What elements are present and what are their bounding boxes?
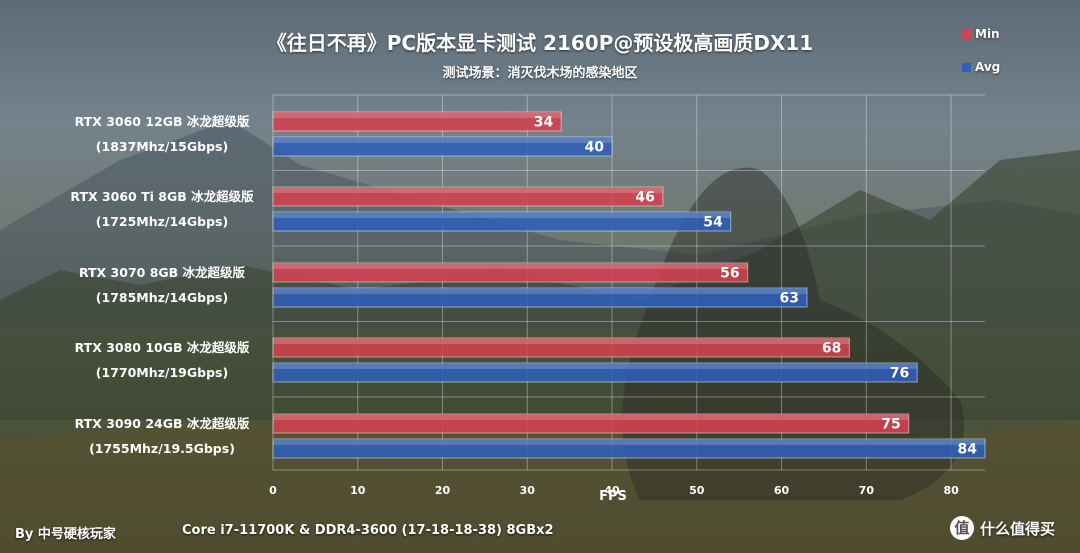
bar-avg bbox=[272, 136, 613, 157]
legend: Min Avg bbox=[962, 26, 1000, 92]
x-tick-label: 40 bbox=[604, 484, 620, 497]
bar-min-highlight bbox=[273, 188, 663, 193]
category-label-spec: (1770Mhz/19Gbps) bbox=[96, 365, 228, 380]
bar-min-value-label: 75 bbox=[881, 417, 900, 433]
chart-subtitle: 测试场景：消灭伐木场的感染地区 bbox=[442, 66, 638, 81]
category-labels: RTX 3060 12GB 冰龙超级版 (1837Mhz/15Gbps) RTX 3… bbox=[70, 114, 254, 456]
grid-lines bbox=[272, 94, 985, 471]
bar-avg-value-label: 76 bbox=[890, 366, 909, 382]
chart-title: 《往日不再》PC版本显卡测试 2160P@预设极高画质DX11 bbox=[266, 31, 814, 55]
x-tick-label: 50 bbox=[689, 484, 705, 497]
bar-min-highlight bbox=[273, 113, 562, 118]
bar-min-value-label: 68 bbox=[822, 341, 841, 357]
category-label-name: RTX 3060 12GB 冰龙超级版 bbox=[75, 114, 250, 129]
bar-min-value-label: 34 bbox=[534, 115, 554, 131]
legend-label-avg: Avg bbox=[975, 60, 1001, 74]
x-tick-label: 70 bbox=[859, 484, 875, 497]
bar-avg bbox=[272, 362, 918, 383]
bar-avg-highlight bbox=[273, 364, 918, 369]
bar-avg-value-label: 84 bbox=[958, 442, 978, 458]
bar-min-highlight bbox=[273, 264, 748, 269]
category-label-spec: (1725Mhz/14Gbps) bbox=[96, 214, 228, 229]
bar-min bbox=[272, 337, 850, 358]
author-credit: By 中号硬核玩家 bbox=[15, 527, 116, 542]
x-tick-label: 0 bbox=[269, 484, 277, 497]
bar-min bbox=[272, 413, 910, 434]
category-label-name: RTX 3080 10GB 冰龙超级版 bbox=[75, 340, 250, 355]
bar-avg-highlight bbox=[273, 440, 985, 445]
category-label-name: RTX 3090 24GB 冰龙超级版 bbox=[75, 416, 250, 431]
bars bbox=[272, 111, 986, 459]
category-label-name: RTX 3060 Ti 8GB 冰龙超级版 bbox=[70, 189, 254, 204]
bar-avg bbox=[272, 438, 986, 459]
bar-avg-value-label: 63 bbox=[780, 291, 799, 307]
category-label-spec: (1837Mhz/15Gbps) bbox=[96, 139, 228, 154]
bar-min-value-label: 46 bbox=[635, 190, 654, 206]
bar-min-highlight bbox=[273, 415, 909, 420]
legend-swatch-avg bbox=[962, 62, 971, 72]
category-label-spec: (1785Mhz/14Gbps) bbox=[96, 290, 228, 305]
bar-avg bbox=[272, 287, 808, 308]
x-tick-label: 20 bbox=[435, 484, 451, 497]
legend-item-min: Min bbox=[962, 26, 1000, 42]
bar-min bbox=[272, 186, 664, 207]
watermark-logo-icon: 值 bbox=[950, 516, 974, 540]
x-tick-label: 10 bbox=[350, 484, 366, 497]
legend-swatch-min bbox=[962, 29, 971, 39]
watermark-text: 什么值得买 bbox=[980, 519, 1056, 538]
bar-min-highlight bbox=[273, 339, 850, 344]
bar-avg bbox=[272, 211, 732, 232]
category-label-spec: (1755Mhz/19.5Gbps) bbox=[89, 441, 235, 456]
bar-avg-value-label: 40 bbox=[585, 140, 605, 156]
x-tick-label: 30 bbox=[520, 484, 536, 497]
x-tick-label: 80 bbox=[943, 484, 959, 497]
legend-item-avg: Avg bbox=[962, 59, 1000, 75]
platform-info: Core i7-11700K & DDR4-3600 (17-18-18-38)… bbox=[182, 523, 554, 538]
bar-min bbox=[272, 111, 562, 132]
x-tick-labels: 0 10 20 30 40 50 60 70 80 bbox=[269, 484, 959, 497]
site-watermark: 值 什么值得买 bbox=[950, 516, 1055, 540]
legend-label-min: Min bbox=[975, 27, 1000, 41]
x-tick-label: 60 bbox=[774, 484, 790, 497]
bar-avg-value-label: 54 bbox=[703, 215, 723, 231]
x-axis-label: FPS bbox=[599, 489, 627, 504]
bar-avg-highlight bbox=[273, 138, 613, 143]
bar-min bbox=[272, 262, 749, 283]
bar-avg-highlight bbox=[273, 213, 731, 218]
bar-avg-highlight bbox=[273, 289, 807, 294]
value-labels: 34 40 46 54 56 63 68 76 75 84 bbox=[534, 115, 978, 458]
bar-min-value-label: 56 bbox=[720, 266, 739, 282]
category-label-name: RTX 3070 8GB 冰龙超级版 bbox=[79, 265, 246, 280]
